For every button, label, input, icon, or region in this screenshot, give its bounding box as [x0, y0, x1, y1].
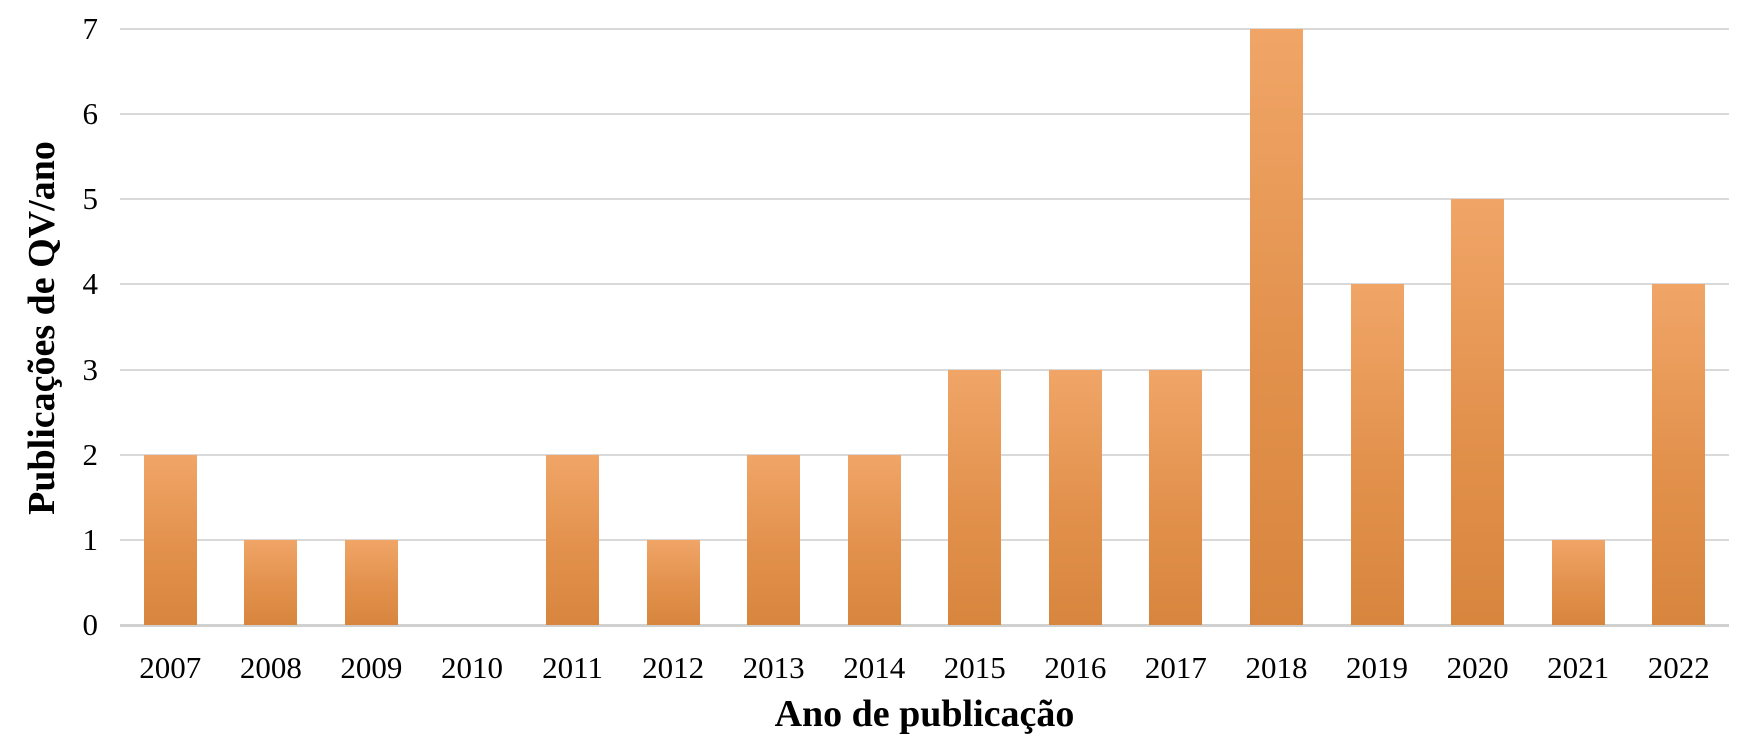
y-tick-label: 6	[82, 96, 99, 132]
bar-2021	[1551, 539, 1605, 625]
y-tick-label: 5	[82, 181, 99, 217]
x-tick-label: 2011	[542, 650, 603, 685]
x-tick-label: 2013	[742, 650, 805, 685]
x-tick-label: 2021	[1547, 650, 1610, 685]
x-axis-title: Ano de publicação	[774, 693, 1075, 735]
bar-2012	[646, 539, 700, 625]
x-tick-label: 2009	[340, 650, 403, 685]
x-tick-label: 2008	[239, 650, 302, 685]
x-tick-label: 2010	[440, 650, 503, 685]
x-tick-label: 2022	[1647, 650, 1710, 685]
bar-2017	[1149, 369, 1203, 625]
x-axis-line	[120, 624, 1729, 627]
bar-2015	[948, 369, 1002, 625]
gridline	[120, 283, 1729, 286]
x-tick-label: 2012	[642, 650, 705, 685]
bar-2013	[747, 454, 801, 625]
y-tick-label: 3	[82, 351, 99, 387]
gridline	[120, 368, 1729, 371]
bar-2014	[847, 454, 901, 625]
y-tick-label: 7	[82, 11, 99, 46]
x-tick-label: 2018	[1245, 650, 1308, 685]
x-tick-label: 2014	[843, 650, 906, 685]
bar-2008	[244, 539, 298, 625]
bar-2018	[1249, 29, 1303, 625]
bar-2016	[1048, 369, 1102, 625]
gridline	[120, 453, 1729, 456]
bar-2011	[546, 454, 600, 625]
x-tick-label: 2016	[1044, 650, 1107, 685]
bar-2007	[143, 454, 197, 625]
bar-2009	[344, 539, 398, 625]
x-tick-label: 2020	[1446, 650, 1509, 685]
bar-2019	[1350, 284, 1404, 625]
gridline	[120, 113, 1729, 116]
x-tick-label: 2019	[1346, 650, 1409, 685]
gridline	[120, 198, 1729, 201]
bar-2020	[1451, 199, 1505, 625]
x-tick-label: 2007	[139, 650, 202, 685]
gridline	[120, 538, 1729, 541]
y-tick-label: 0	[82, 607, 99, 642]
y-tick-label: 1	[82, 521, 99, 557]
x-tick-label: 2017	[1144, 650, 1207, 685]
gridline	[120, 28, 1729, 30]
y-tick-label: 2	[82, 436, 99, 472]
y-tick-label: 4	[82, 266, 99, 302]
bar-2022	[1652, 284, 1706, 625]
x-tick-label: 2015	[943, 650, 1006, 685]
plot-area	[120, 28, 1729, 627]
